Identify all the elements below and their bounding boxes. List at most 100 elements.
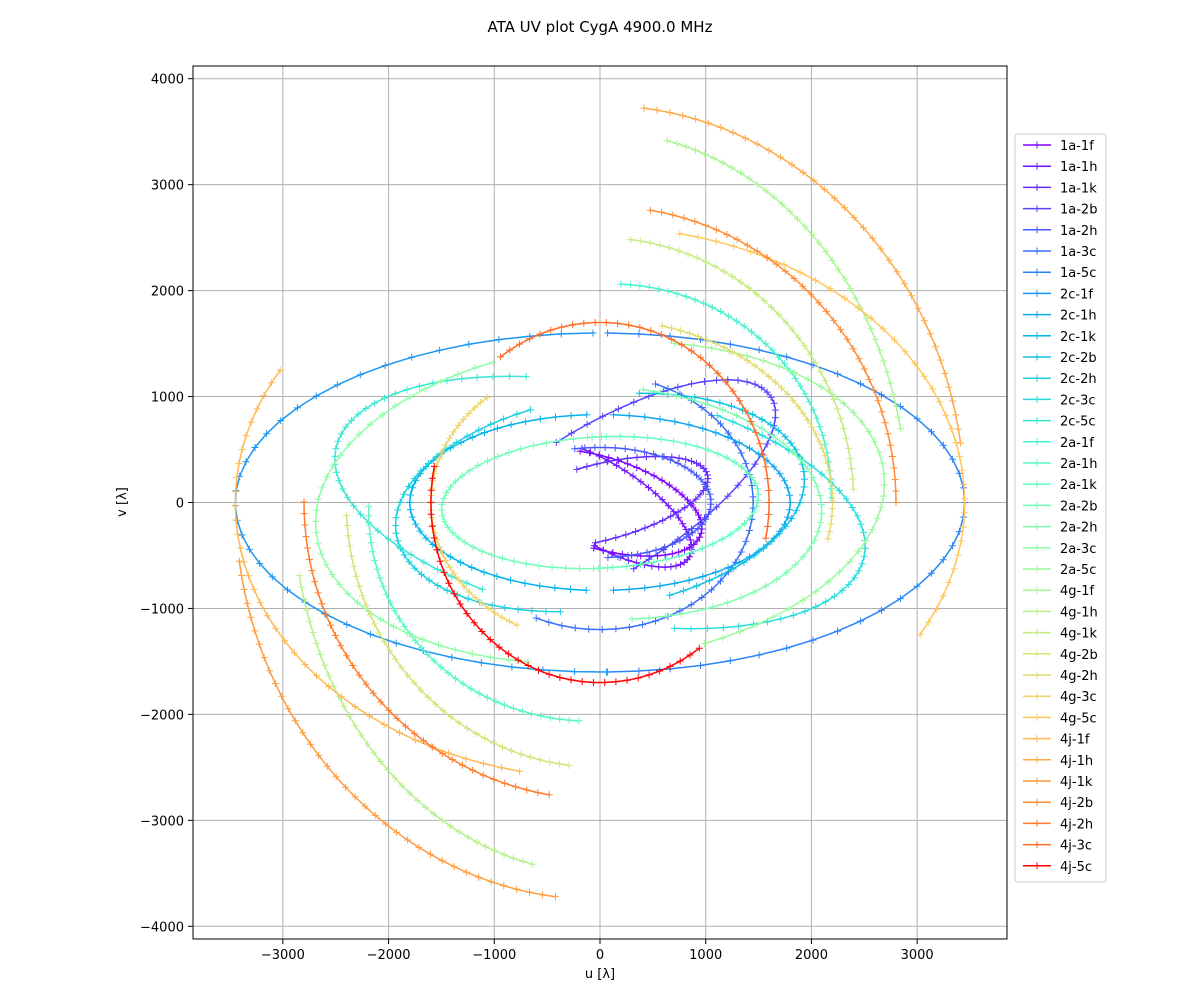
legend-item: 4j-3c [1023, 839, 1092, 854]
legend-marker [1033, 544, 1041, 552]
legend-label: 4g-1k [1060, 627, 1097, 642]
series-4j-2b [646, 206, 900, 506]
series-line [394, 408, 561, 613]
legend-item: 4j-1h [1023, 754, 1093, 769]
chart-title: ATA UV plot CygA 4900.0 MHz [488, 18, 713, 36]
series-markers [231, 329, 610, 676]
series-2a-2b [438, 433, 612, 573]
legend-label: 1a-5c [1060, 266, 1096, 281]
x-tick-label: 1000 [689, 948, 722, 963]
y-tick-label: 2000 [151, 285, 184, 300]
legend-item: 4g-1k [1023, 627, 1097, 642]
series-2a-3c [312, 358, 532, 666]
legend-label: 2a-1f [1060, 436, 1094, 451]
series-2a-2h [628, 386, 826, 623]
legend-item: 2a-2h [1023, 521, 1097, 536]
legend-marker [1033, 819, 1041, 827]
legend-marker [1033, 841, 1041, 849]
series-markers [573, 452, 712, 547]
legend-item: 1a-2h [1023, 224, 1097, 239]
y-tick-label: 1000 [151, 391, 184, 406]
series-markers [331, 372, 530, 593]
series-2c-2b [635, 389, 808, 599]
y-tick-label: −3000 [140, 814, 184, 829]
legend-label: 4j-2b [1060, 796, 1093, 811]
legend-label: 4g-1h [1060, 605, 1098, 620]
legend: 1a-1f 1a-1h 1a-1k 1a-2b 1a-2h 1a-3c 1a-5c 2c-1f… [1014, 133, 1107, 883]
series-markers [343, 511, 573, 769]
legend-marker [1033, 862, 1041, 870]
y-tick-label: 0 [176, 497, 184, 512]
legend-item: 4g-1h [1023, 605, 1098, 620]
series-layer [231, 104, 969, 901]
series-4j-1f [231, 366, 524, 775]
series-4g-2b [343, 511, 573, 769]
legend-marker [1033, 332, 1041, 340]
series-4g-1k [627, 236, 857, 493]
legend-item: 2c-5c [1023, 415, 1096, 430]
legend-label: 4g-1f [1060, 584, 1094, 599]
series-2c-2h [392, 406, 564, 616]
legend-item: 2c-1k [1023, 330, 1096, 345]
series-4j-3c [497, 319, 773, 542]
legend-label: 4j-5c [1060, 860, 1092, 875]
legend-label: 1a-1k [1060, 181, 1097, 196]
legend-item: 4j-1k [1023, 775, 1093, 790]
x-tick-label: −3000 [261, 948, 305, 963]
legend-label: 4j-1h [1060, 754, 1093, 769]
legend-label: 1a-3c [1060, 245, 1096, 260]
series-line [345, 515, 570, 767]
series-1a-1k [573, 452, 712, 547]
series-markers [427, 462, 703, 686]
legend-marker [1033, 798, 1041, 806]
series-1a-2h [571, 444, 715, 561]
series-markers [300, 498, 553, 799]
series-2a-1h [365, 503, 583, 725]
legend-label: 2c-5c [1060, 415, 1096, 430]
legend-item: 4g-2b [1023, 648, 1098, 663]
series-markers [617, 280, 835, 502]
legend-label: 2c-1k [1060, 330, 1096, 345]
series-markers [392, 406, 564, 616]
legend-item: 1a-5c [1023, 266, 1096, 281]
legend-label: 4g-3c [1060, 690, 1097, 705]
legend-marker [1033, 756, 1041, 764]
y-tick-label: −1000 [140, 602, 184, 617]
legend-item: 4g-1f [1023, 584, 1094, 599]
series-markers [676, 230, 969, 639]
y-tick-label: −4000 [140, 920, 184, 935]
legend-item: 4g-2h [1023, 669, 1098, 684]
legend-marker [1033, 523, 1041, 531]
legend-label: 2a-5c [1060, 563, 1096, 578]
series-markers [646, 206, 900, 506]
series-markers [640, 104, 965, 447]
series-markers [627, 236, 857, 493]
legend-label: 1a-1f [1060, 139, 1094, 154]
legend-marker [1033, 268, 1041, 276]
legend-marker [1033, 183, 1041, 191]
legend-label: 2c-1h [1060, 309, 1097, 324]
grid [193, 66, 1007, 939]
legend-label: 2a-3c [1060, 542, 1096, 557]
series-markers [628, 386, 826, 623]
legend-marker [1033, 735, 1041, 743]
series-line [630, 238, 855, 490]
legend-label: 4g-5c [1060, 711, 1097, 726]
legend-box [1014, 133, 1107, 883]
legend-label: 4j-2h [1060, 817, 1093, 832]
y-axis: −4000 −3000 −2000 −1000 0 1000 2000 3000 4000 [140, 73, 193, 935]
series-line [314, 361, 528, 663]
legend-marker [1033, 501, 1041, 509]
legend-label: 4g-2h [1060, 669, 1098, 684]
series-markers [295, 572, 536, 868]
legend-marker [1033, 777, 1041, 785]
legend-marker [1033, 247, 1041, 255]
legend-label: 1a-1h [1060, 160, 1097, 175]
legend-item: 2c-1h [1023, 309, 1097, 324]
series-markers [571, 444, 715, 561]
series-line [430, 396, 518, 626]
series-markers [235, 557, 559, 901]
legend-label: 2a-1h [1060, 457, 1097, 472]
x-tick-label: −1000 [472, 948, 516, 963]
